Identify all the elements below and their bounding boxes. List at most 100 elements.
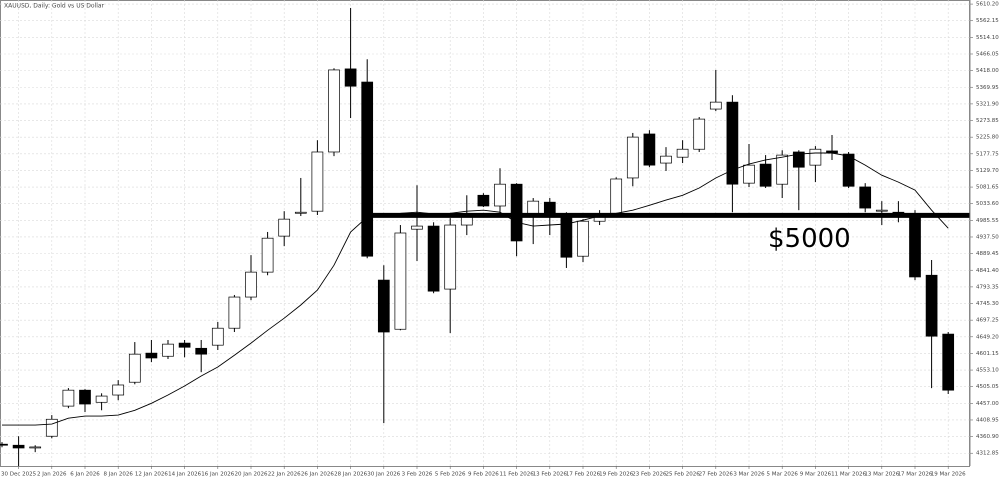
- candle-body: [626, 136, 639, 179]
- x-tick-label: 8 Jan 2026: [103, 472, 133, 478]
- candle-body: [394, 232, 407, 330]
- x-tick-label: 26 Jan 2026: [301, 472, 334, 478]
- y-tick-label: 4360.90: [976, 434, 999, 440]
- y-tick-label: 4649.20: [976, 334, 999, 340]
- y-tick-label: 5562.15: [976, 18, 999, 24]
- candle-body: [942, 333, 955, 391]
- x-tick-label: 13 Mar 2026: [864, 472, 899, 478]
- candle-body: [842, 153, 855, 187]
- y-tick-label: 5273.85: [976, 118, 999, 124]
- candle-body: [79, 389, 91, 405]
- candle-body: [261, 237, 274, 273]
- y-tick-label: 4841.40: [976, 268, 999, 274]
- candle-body: [660, 155, 672, 164]
- y-tick-label: 5369.95: [976, 85, 999, 91]
- candle-body: [195, 347, 208, 355]
- x-tick-label: 9 Mar 2026: [800, 472, 832, 478]
- candle-body: [294, 211, 307, 214]
- candle-body: [145, 352, 158, 359]
- x-tick-label: 27 Feb 2026: [699, 472, 734, 478]
- x-tick-label: 5 Mar 2026: [767, 472, 799, 478]
- candle-body: [792, 151, 805, 168]
- candle-body: [62, 389, 75, 407]
- y-tick-label: 5610.20: [976, 2, 999, 8]
- y-tick-label: 5321.90: [976, 101, 999, 107]
- x-tick-label: 22 Jan 2026: [268, 472, 301, 478]
- y-tick-label: 5081.65: [976, 185, 999, 191]
- y-tick-label: 5514.10: [976, 35, 999, 41]
- candle-body: [344, 68, 357, 87]
- y-tick-label: 4553.10: [976, 368, 999, 374]
- x-tick-label: 6 Jan 2026: [70, 472, 100, 478]
- candle-body: [278, 218, 291, 237]
- x-tick-label: 25 Feb 2026: [665, 472, 700, 478]
- candle-body: [577, 220, 589, 257]
- y-tick-label: 5225.80: [976, 135, 999, 141]
- candle-body: [676, 148, 689, 158]
- candle-body: [494, 183, 506, 207]
- candle-body: [643, 133, 656, 166]
- candle-body: [709, 101, 722, 110]
- y-tick-label: 4745.30: [976, 301, 999, 307]
- y-tick-label: 4312.85: [976, 451, 999, 457]
- x-tick-label: 11 Feb 2026: [499, 472, 534, 478]
- x-tick-label: 13 Feb 2026: [533, 472, 568, 478]
- candle-body: [377, 279, 390, 333]
- candle-body: [477, 194, 490, 207]
- y-tick-label: 4697.25: [976, 318, 999, 324]
- x-tick-label: 11 Mar 2026: [831, 472, 866, 478]
- x-tick-label: 19 Feb 2026: [599, 472, 634, 478]
- x-tick-label: 28 Jan 2026: [334, 472, 367, 478]
- candle-body: [610, 178, 623, 214]
- x-tick-label: 5 Feb 2026: [435, 472, 466, 478]
- candle-body: [510, 183, 523, 242]
- x-tick-label: 14 Jan 2026: [168, 472, 201, 478]
- y-tick-label: 5418.00: [976, 68, 999, 74]
- y-tick-label: 4505.05: [976, 384, 999, 390]
- candle-body: [328, 69, 340, 153]
- x-tick-label: 16 Jan 2026: [201, 472, 234, 478]
- candle-body: [178, 342, 191, 348]
- candle-body: [245, 271, 257, 298]
- x-tick-label: 9 Feb 2026: [468, 472, 499, 478]
- x-tick-label: 2 Jan 2026: [37, 472, 67, 478]
- candle-body: [29, 446, 42, 449]
- y-tick-label: 4793.35: [976, 284, 999, 290]
- candle-body: [12, 444, 25, 449]
- candle-body: [211, 327, 224, 346]
- y-tick-label: 4889.45: [976, 251, 999, 257]
- y-tick-label: 4408.95: [976, 417, 999, 423]
- candle-body: [859, 186, 872, 209]
- x-tick-label: 3 Feb 2026: [402, 472, 433, 478]
- candle-body: [0, 443, 8, 446]
- y-tick-label: 5177.75: [976, 151, 999, 157]
- x-tick-label: 3 Mar 2026: [733, 472, 765, 478]
- candle-body: [693, 118, 706, 150]
- candle-body: [95, 395, 108, 403]
- y-tick-label: 5129.70: [976, 168, 999, 174]
- y-tick-label: 4937.50: [976, 234, 999, 240]
- y-tick-label: 5033.60: [976, 201, 999, 207]
- candle-body: [743, 164, 755, 184]
- candle-body: [759, 163, 772, 187]
- plot-frame: [0, 0, 970, 467]
- candle-body: [444, 224, 457, 290]
- x-tick-label: 19 Mar 2026: [931, 472, 966, 478]
- x-tick-label: 30 Dec 2025: [1, 472, 37, 478]
- candle-body: [543, 201, 556, 215]
- x-tick-label: 20 Jan 2026: [235, 472, 268, 478]
- candle-body: [909, 213, 921, 278]
- y-tick-label: 4985.55: [976, 218, 999, 224]
- x-tick-label: 17 Feb 2026: [566, 472, 601, 478]
- y-tick-label: 4601.15: [976, 351, 999, 357]
- candle-body: [311, 151, 324, 212]
- candle-body: [361, 81, 374, 257]
- candle-body: [228, 296, 241, 329]
- candle-body: [726, 101, 739, 185]
- candle-body: [875, 209, 888, 212]
- candle-body: [45, 418, 58, 437]
- x-tick-label: 23 Feb 2026: [632, 472, 667, 478]
- candle-body: [112, 384, 125, 396]
